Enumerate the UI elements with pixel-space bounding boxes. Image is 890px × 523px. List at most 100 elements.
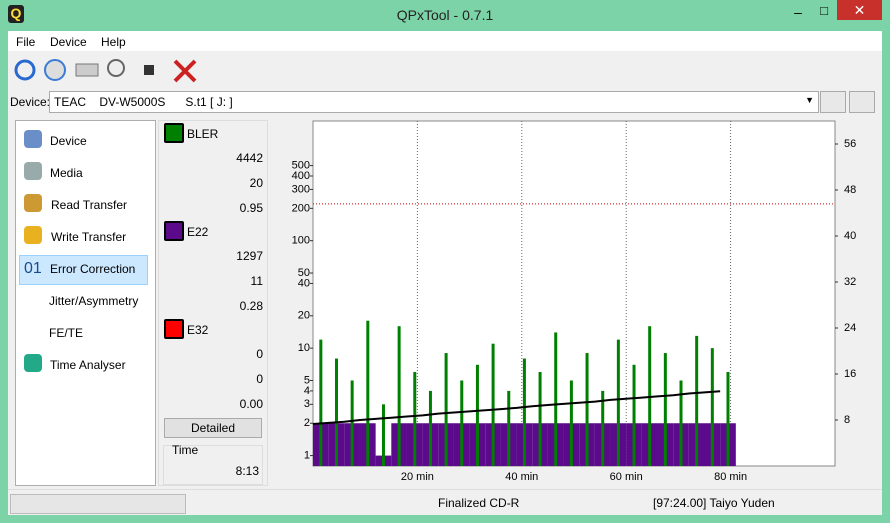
y2-tick-label: 32	[844, 276, 856, 288]
y2-tick-label: 16	[844, 368, 856, 380]
stat-value: 0	[256, 372, 263, 386]
bler-bar	[616, 339, 620, 466]
device-combo[interactable]: TEAC DV-W5000S S.t1 [ J: ] ▼	[49, 91, 819, 113]
y-tick-label: 1	[304, 449, 310, 461]
status-media: Finalized CD-R	[438, 496, 520, 510]
y-tick-label: 4	[304, 385, 310, 397]
y-tick-label: 10	[298, 342, 310, 354]
legend-swatch	[164, 123, 184, 143]
bler-bar	[632, 364, 636, 466]
close[interactable]: ✕	[837, 0, 882, 20]
nav-panel: Device Media Read Transfer Write Transfer 01…	[15, 120, 156, 486]
y2-tick-label: 40	[844, 230, 856, 242]
minimize[interactable]: –	[794, 4, 802, 20]
menu-device[interactable]: Device	[50, 35, 87, 49]
bler-bar	[507, 390, 511, 466]
nav-item[interactable]: Read Transfer	[51, 198, 128, 212]
detailed-button[interactable]: Detailed	[164, 418, 262, 438]
refresh-icon[interactable]	[14, 59, 36, 81]
nav-item[interactable]: Time Analyser	[50, 358, 126, 372]
bler-bar	[663, 353, 667, 466]
time-box	[163, 445, 263, 485]
legend-name: E22	[187, 225, 209, 239]
nav-item[interactable]: Media	[50, 166, 83, 180]
progress	[10, 494, 186, 514]
nav-icon	[24, 130, 42, 148]
x-tick-label: 40 min	[505, 471, 538, 483]
bler-bar	[585, 353, 589, 466]
y-tick-label: 200	[292, 202, 310, 214]
bler-bar	[554, 332, 558, 466]
bler-bar	[522, 358, 526, 466]
y-tick-label: 3	[304, 398, 310, 410]
legend-name: E32	[187, 323, 209, 337]
search-icon[interactable]	[107, 59, 125, 77]
stat-value: 20	[249, 176, 263, 190]
stat-value: 4442	[236, 151, 263, 165]
y-tick-label: 50	[298, 267, 310, 279]
menu-file[interactable]: File	[16, 35, 36, 49]
nav-item[interactable]: Device	[50, 134, 87, 148]
plot-area	[312, 120, 836, 467]
nav-icon	[24, 194, 42, 212]
nav-selected	[19, 255, 148, 285]
bler-bar	[428, 390, 432, 466]
menu-bar	[8, 31, 882, 51]
menu-help[interactable]: Help	[101, 35, 126, 49]
legend-swatch	[164, 221, 184, 241]
bler-bar	[366, 320, 370, 466]
y-tick-label: 500	[292, 159, 310, 171]
stat-value: 0.28	[239, 299, 263, 313]
bler-bar	[569, 380, 573, 466]
speed-line	[312, 390, 721, 426]
status-disc: [97:24.00] Taiyo Yuden	[653, 496, 775, 510]
stat-value: 1297	[236, 249, 263, 263]
chart: 20 min 40 min 60 min 80 min1234510204050100…	[292, 120, 856, 483]
bler-bar	[397, 326, 401, 466]
nav-item[interactable]: Jitter/Asymmetry	[49, 294, 139, 308]
stat-value: 11	[250, 274, 263, 288]
bler-bar	[601, 390, 605, 466]
nav-item[interactable]: FE/TE	[49, 326, 84, 340]
y2-tick-label: 48	[844, 184, 856, 196]
settings-icon[interactable]	[173, 59, 197, 83]
bler-bar	[491, 343, 495, 466]
y-tick-label: 2	[304, 417, 310, 429]
stop-icon[interactable]	[144, 65, 154, 75]
lock-button[interactable]	[849, 91, 875, 113]
y2-tick-label: 56	[844, 138, 856, 150]
y-tick-label: 400	[292, 170, 310, 182]
media-icon[interactable]	[44, 59, 66, 81]
drive-icon[interactable]	[75, 63, 99, 77]
stats-panel: BLER 4442 20 0.95 E22 1297 11 0.28 E32 0 0 0.00 Deta…	[158, 120, 268, 486]
time-value: 8:13	[235, 464, 259, 478]
y2-tick-label: 24	[844, 322, 856, 334]
stat-value: 0	[256, 347, 263, 361]
bler-bar	[538, 371, 542, 466]
nav-icon	[24, 162, 42, 180]
legend-swatch	[164, 319, 184, 339]
y-tick-label: 5	[304, 374, 310, 386]
y-tick-label: 20	[298, 310, 310, 322]
toolbar	[14, 59, 197, 83]
window-title: QPxTool - 0.7.1	[396, 7, 494, 23]
nav-item[interactable]: Error Correction	[50, 262, 136, 276]
bler-bar	[413, 371, 417, 466]
bler-bar	[444, 353, 448, 466]
eject-button[interactable]	[820, 91, 846, 113]
nav-icon	[24, 226, 42, 244]
nav-badge: 01	[24, 260, 42, 277]
bler-bar	[334, 358, 338, 466]
bler-bar	[710, 348, 714, 466]
nav-item[interactable]: Write Transfer	[51, 230, 127, 244]
device-value: TEAC DV-W5000S S.t1 [ J: ]	[54, 95, 233, 109]
y2-tick-label: 8	[844, 414, 850, 426]
maximize[interactable]: □	[820, 3, 828, 18]
stat-value: 0.00	[239, 397, 263, 411]
app-icon: Q	[8, 5, 24, 23]
bler-bar	[350, 380, 354, 466]
bler-bar	[726, 371, 730, 466]
x-tick-label: 20 min	[401, 471, 434, 483]
legend-name: BLER	[187, 127, 219, 141]
